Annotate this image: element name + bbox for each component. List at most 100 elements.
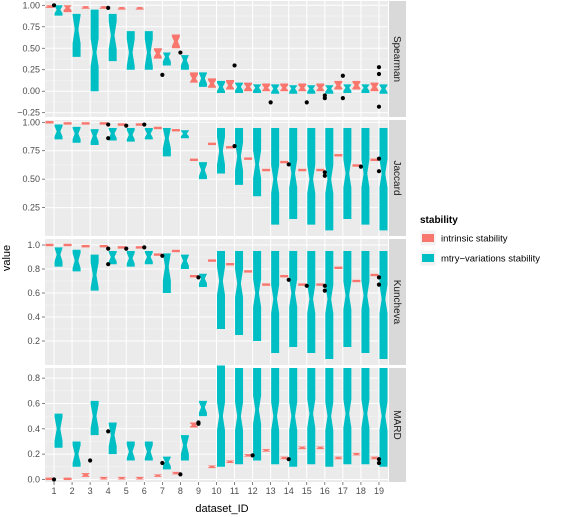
facet-panel-kuncheva: 0.2 0.4 0.6 0.8 1.0 Kuncheva <box>27 239 406 365</box>
box-mtry <box>180 435 189 461</box>
outlier-point <box>286 457 291 462</box>
box-mtry <box>379 368 388 467</box>
box-intrinsic <box>208 142 216 146</box>
x-tick-label: 12 <box>248 486 258 496</box>
box-mtry <box>54 5 63 16</box>
box-intrinsic <box>226 146 235 149</box>
y-tick-label: 0.8 <box>27 373 40 383</box>
outlier-point <box>376 104 382 109</box>
box-mtry <box>90 9 99 92</box>
box-intrinsic <box>99 122 108 125</box>
outlier-point <box>340 73 345 78</box>
outlier-point <box>376 156 382 161</box>
outlier-point <box>376 282 382 287</box>
outlier-point <box>106 429 111 434</box>
box-mtry <box>325 368 334 467</box>
y-tick-label: 0.0 <box>27 474 40 484</box>
box-mtry <box>180 254 189 269</box>
box-mtry <box>162 456 171 470</box>
box-mtry <box>90 400 99 436</box>
box-intrinsic <box>226 263 235 266</box>
x-tick-label: 8 <box>178 486 183 496</box>
box-intrinsic <box>99 245 108 248</box>
x-tick-label: 10 <box>211 486 221 496</box>
outlier-point <box>160 72 165 77</box>
outlier-point <box>268 100 273 105</box>
box-intrinsic <box>370 273 379 277</box>
box-mtry <box>325 85 334 94</box>
box-intrinsic <box>153 253 162 256</box>
box-intrinsic <box>280 160 289 164</box>
box-mtry <box>307 85 316 94</box>
box-mtry <box>325 251 334 359</box>
legend-entries: intrinsic stability mtry−variations stabi… <box>419 229 540 267</box>
box-intrinsic <box>244 270 253 273</box>
box-mtry <box>235 251 244 335</box>
x-axis-title: dataset_ID <box>195 503 248 515</box>
outlier-point <box>232 63 237 68</box>
x-tick-label: 6 <box>142 486 147 496</box>
legend-key-intrinsic: intrinsic stability <box>419 229 508 247</box>
box-intrinsic <box>189 275 198 278</box>
outlier-point <box>376 65 382 70</box>
outlier-point <box>106 262 111 267</box>
box-intrinsic <box>45 477 54 481</box>
outlier-point <box>160 253 165 258</box>
box-intrinsic <box>171 129 180 132</box>
outlier-point <box>376 71 382 77</box>
outlier-point <box>376 457 382 462</box>
x-tick-label: 1 <box>52 486 57 496</box>
outlier-point <box>88 458 93 463</box>
box-intrinsic <box>244 157 253 160</box>
outlier-point <box>286 277 291 282</box>
outlier-point <box>304 100 309 105</box>
y-tick-label: 0.4 <box>27 424 40 434</box>
y-tick-label: 1.00 <box>22 117 40 127</box>
outlier-point <box>124 246 129 251</box>
box-intrinsic <box>63 243 72 247</box>
box-mtry <box>108 422 117 455</box>
box-intrinsic <box>189 72 198 83</box>
box-intrinsic <box>316 168 325 172</box>
box-mtry <box>144 31 153 70</box>
box-mtry <box>90 254 99 291</box>
x-tick-label: 17 <box>338 486 348 496</box>
box-intrinsic <box>45 243 54 247</box>
box-intrinsic <box>334 266 343 269</box>
y-tick-label: 0.2 <box>27 449 40 459</box>
outlier-point <box>178 50 183 55</box>
box-mtry <box>126 441 135 461</box>
facet-strip <box>389 368 406 482</box>
outlier-point <box>124 123 129 128</box>
box-mtry <box>379 251 388 359</box>
x-tick-label: 4 <box>106 486 111 496</box>
legend-label-mtry: mtry−variations stability <box>441 254 540 265</box>
box-intrinsic <box>171 249 180 253</box>
facet-panel-mard: 0.0 0.2 0.4 0.6 0.8 MARD <box>27 365 406 484</box>
box-mtry <box>217 251 225 329</box>
outlier-point <box>250 453 255 458</box>
box-intrinsic <box>262 283 271 286</box>
outlier-point <box>322 283 327 288</box>
outlier-point <box>232 144 237 149</box>
outlier-point <box>322 288 327 293</box>
y-tick-label: 0.25 <box>22 203 40 213</box>
facet-strip-label: MARD <box>391 410 402 439</box>
box-mtry <box>343 251 352 347</box>
outlier-point <box>196 275 201 280</box>
outlier-point <box>376 275 382 280</box>
box-mtry <box>54 413 63 448</box>
outlier-point <box>322 173 327 178</box>
y-tick-label: 1.00 <box>22 0 40 10</box>
legend-key-mtry: mtry−variations stability <box>419 249 540 267</box>
x-tick-label: 14 <box>284 486 294 496</box>
y-tick-label: 0.50 <box>22 174 40 184</box>
box-mtry <box>108 13 117 62</box>
box-intrinsic <box>45 121 54 124</box>
outlier-point <box>322 170 327 175</box>
box-mtry <box>126 31 135 70</box>
box-mtry <box>162 127 171 157</box>
outlier-point <box>322 93 327 98</box>
box-mtry <box>162 252 171 293</box>
